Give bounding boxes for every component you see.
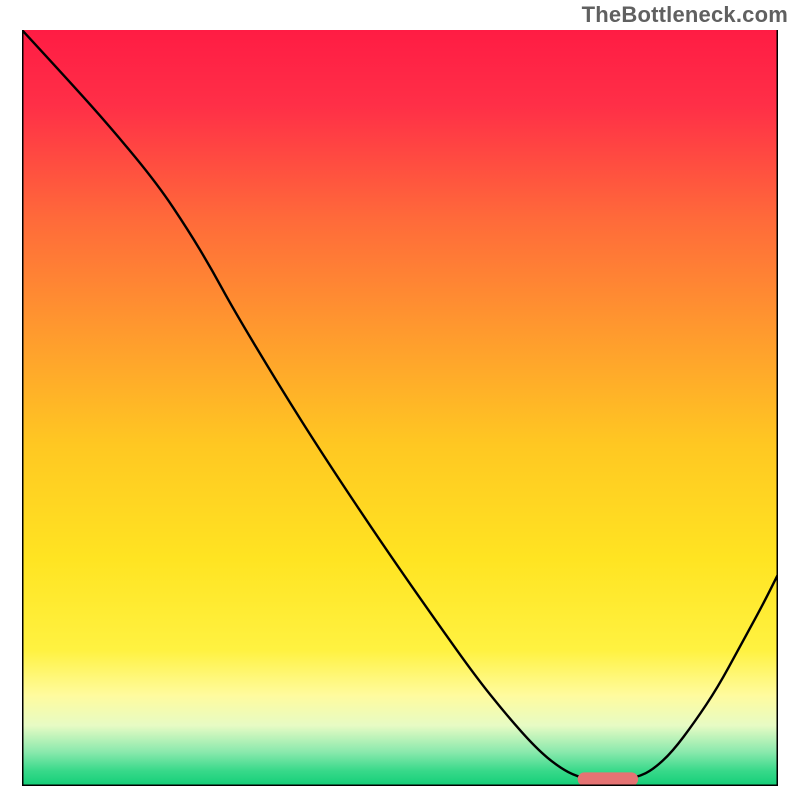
watermark-text: TheBottleneck.com xyxy=(582,2,788,28)
chart-background xyxy=(22,30,778,786)
bottleneck-chart xyxy=(22,30,778,786)
chart-svg xyxy=(22,30,778,786)
optimal-marker xyxy=(578,772,638,786)
